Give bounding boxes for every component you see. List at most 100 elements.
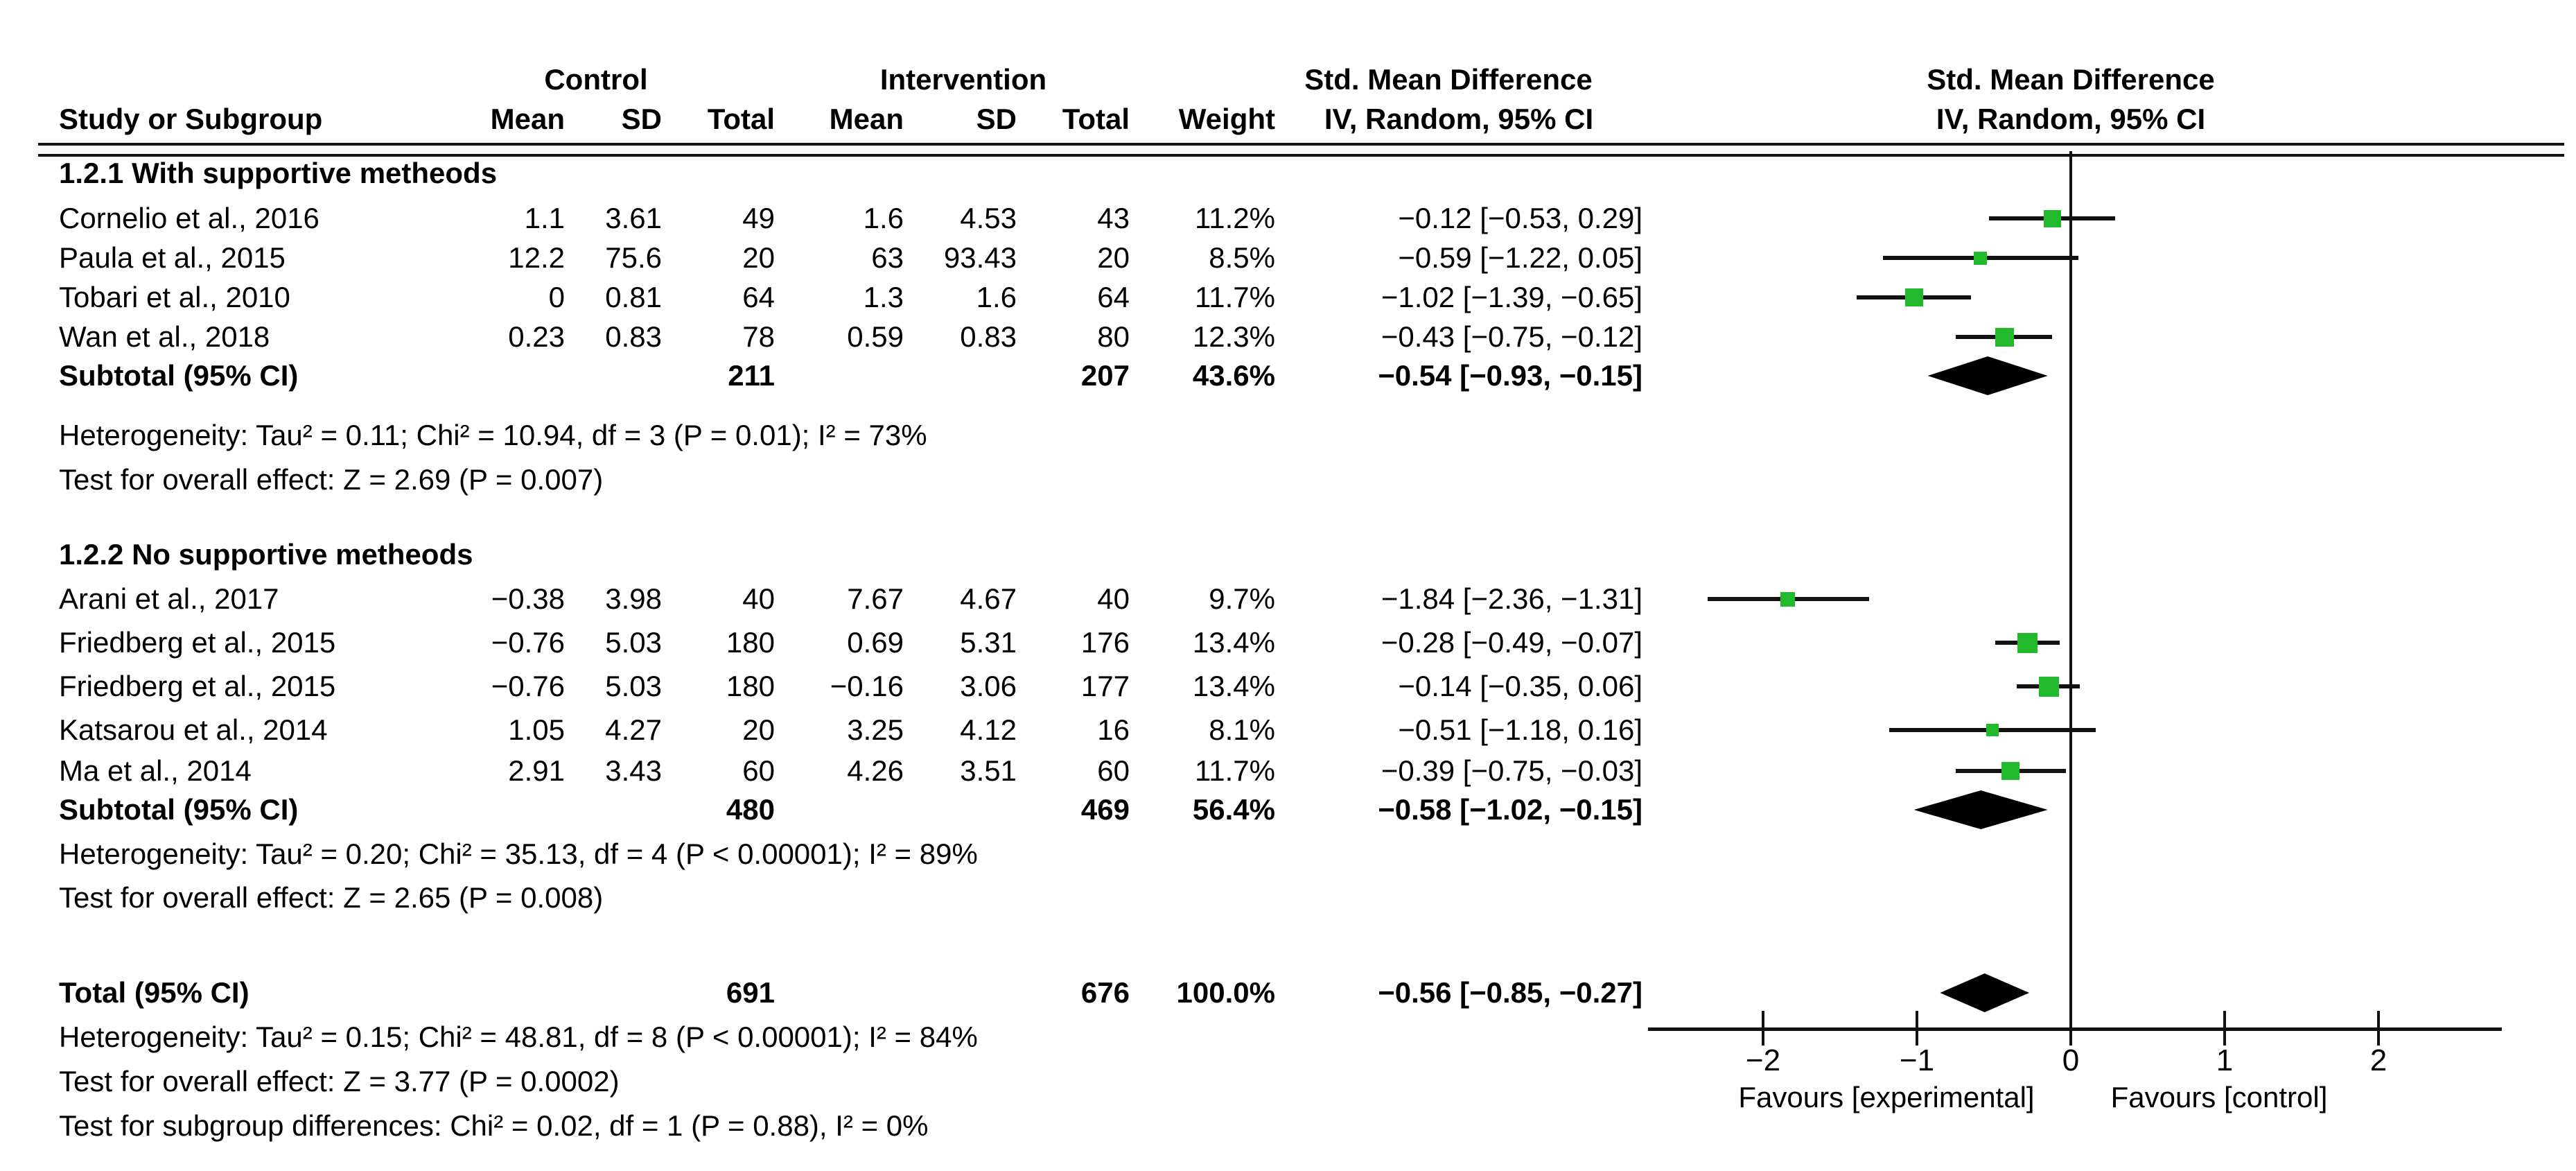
intervention-sd-value: 4.67 <box>960 582 1017 615</box>
study-name: Katsarou et al., 2014 <box>59 713 328 746</box>
intervention-mean-value: 4.26 <box>847 754 904 787</box>
control-mean-value: 1.05 <box>508 713 565 746</box>
study-row: Paula et al., 2015 12.2 75.6 20 63 93.43 20 8.5… <box>0 238 2576 278</box>
intervention-sd-value: 4.12 <box>960 713 1017 746</box>
control-total-value: 40 <box>742 582 775 615</box>
control-sd-value: 0.81 <box>605 281 662 313</box>
smd-ci-value: −0.56 [−0.85, −0.27] <box>1378 976 1642 1009</box>
control-total-value: 480 <box>726 793 775 826</box>
study-name: Wan et al., 2018 <box>59 320 270 353</box>
control-mean-value: −0.38 <box>491 582 565 615</box>
total-overall-effect-row: Test for overall effect: Z = 3.77 (P = 0… <box>0 1061 2576 1102</box>
effect-marker <box>1973 251 1987 265</box>
ci-text-column-header: IV, Random, 95% CI <box>1324 103 1594 135</box>
control-group-header: Control <box>544 63 648 96</box>
study-name: Paula et al., 2015 <box>59 241 286 274</box>
effect-marker <box>1780 591 1796 607</box>
intervention-mean-value: 1.6 <box>863 202 904 234</box>
weight-value: 9.7% <box>1209 582 1275 615</box>
axis-tick <box>1762 1011 1764 1046</box>
smd-ci-value: −0.51 [−1.18, 0.16] <box>1398 713 1642 746</box>
effect-marker <box>2043 209 2061 227</box>
intervention-total-value: 80 <box>1097 320 1130 353</box>
study-row: Friedberg et al., 2015 −0.76 5.03 180 −0.16 3… <box>0 666 2576 706</box>
intervention-total-value: 40 <box>1097 582 1130 615</box>
intervention-sd-value: 3.06 <box>960 670 1017 702</box>
intervention-total-header: Total <box>1062 103 1130 135</box>
heterogeneity-text: Heterogeneity: Tau² = 0.11; Chi² = 10.94… <box>59 419 927 451</box>
weight-value: 11.7% <box>1195 754 1275 787</box>
weight-value: 8.1% <box>1209 713 1275 746</box>
total-overall-effect-text: Test for overall effect: Z = 3.77 (P = 0… <box>59 1065 620 1098</box>
intervention-sd-value: 0.83 <box>960 320 1017 353</box>
heterogeneity-text: Heterogeneity: Tau² = 0.20; Chi² = 35.13… <box>59 838 978 870</box>
control-sd-value: 5.03 <box>605 626 662 659</box>
study-column-header: Study or Subgroup <box>59 103 323 135</box>
control-total-value: 20 <box>742 241 775 274</box>
overall-effect-row: Test for overall effect: Z = 2.65 (P = 0… <box>0 878 2576 918</box>
intervention-total-value: 177 <box>1080 670 1130 702</box>
header-row-groups: Control Intervention Std. Mean Differenc… <box>0 60 2576 100</box>
effect-marker <box>1904 288 1923 306</box>
weight-value: 11.2% <box>1195 202 1275 234</box>
study-name: Cornelio et al., 2016 <box>59 202 319 234</box>
subtotal-row: Subtotal (95% CI) 211 207 43.6% −0.54 [−0.93… <box>0 356 2576 396</box>
effect-marker <box>1986 724 1999 736</box>
total-heterogeneity-text: Heterogeneity: Tau² = 0.15; Chi² = 48.81… <box>59 1021 978 1053</box>
intervention-mean-value: 7.67 <box>847 582 904 615</box>
intervention-mean-value: −0.16 <box>830 670 904 702</box>
control-total-value: 78 <box>742 320 775 353</box>
favours-left-label: Favours [experimental] <box>1738 1081 2035 1113</box>
intervention-mean-value: 63 <box>871 241 904 274</box>
intervention-sd-header: SD <box>976 103 1017 135</box>
effect-marker <box>2001 762 2020 780</box>
control-sd-value: 3.43 <box>605 754 662 787</box>
subgroup-title-row: 1.2.2 No supportive metheods <box>0 535 2576 575</box>
smd-ci-value: −0.43 [−0.75, −0.12] <box>1381 320 1642 353</box>
intervention-sd-value: 1.6 <box>976 281 1017 313</box>
control-total-value: 60 <box>742 754 775 787</box>
effect-marker <box>1995 327 2015 347</box>
control-sd-header: SD <box>621 103 662 135</box>
subtotal-row: Subtotal (95% CI) 480 469 56.4% −0.58 [−1.02… <box>0 790 2576 830</box>
smd-ci-value: −0.14 [−0.35, 0.06] <box>1398 670 1642 702</box>
study-row: Wan et al., 2018 0.23 0.83 78 0.59 0.83 80 12.3… <box>0 317 2576 357</box>
control-total-value: 211 <box>728 359 775 392</box>
control-total-value: 20 <box>742 713 775 746</box>
intervention-total-value: 43 <box>1097 202 1130 234</box>
intervention-total-value: 469 <box>1080 793 1130 826</box>
intervention-sd-value: 4.53 <box>960 202 1017 234</box>
weight-value: 100.0% <box>1176 976 1275 1009</box>
intervention-mean-value: 3.25 <box>847 713 904 746</box>
favours-right-label: Favours [control] <box>2110 1081 2328 1113</box>
intervention-total-value: 64 <box>1097 281 1130 313</box>
control-sd-value: 4.27 <box>605 713 662 746</box>
intervention-total-value: 20 <box>1097 241 1130 274</box>
control-total-header: Total <box>707 103 775 135</box>
axis-tick-label: −2 <box>1745 1043 1781 1077</box>
smd-ci-value: −0.58 [−1.02, −0.15] <box>1378 793 1642 826</box>
intervention-total-value: 207 <box>1080 359 1130 392</box>
study-name: Arani et al., 2017 <box>59 582 279 615</box>
intervention-total-value: 176 <box>1080 626 1130 659</box>
intervention-mean-header: Mean <box>829 103 904 135</box>
overall-effect-text: Test for overall effect: Z = 2.69 (P = 0… <box>59 463 604 496</box>
control-mean-value: 0.23 <box>508 320 565 353</box>
control-mean-value: −0.76 <box>491 626 565 659</box>
intervention-sd-value: 3.51 <box>960 754 1017 787</box>
overall-effect-text: Test for overall effect: Z = 2.65 (P = 0… <box>59 881 604 914</box>
control-sd-value: 75.6 <box>605 241 662 274</box>
smd-plot-header: Std. Mean Difference <box>1927 63 2215 96</box>
x-axis-line <box>1648 1027 2502 1031</box>
header-row-columns: Study or Subgroup Mean SD Total Mean SD … <box>0 99 2576 139</box>
intervention-total-value: 676 <box>1080 976 1130 1009</box>
subgroup-differences-row: Test for subgroup differences: Chi² = 0.… <box>0 1106 2576 1146</box>
control-mean-value: 2.91 <box>508 754 565 787</box>
intervention-total-value: 16 <box>1097 713 1130 746</box>
control-sd-value: 3.98 <box>605 582 662 615</box>
subgroup-title: 1.2.2 No supportive metheods <box>59 538 473 571</box>
pooled-label: Total (95% CI) <box>59 976 249 1009</box>
header-divider-double-line <box>38 143 2564 157</box>
study-row: Ma et al., 2014 2.91 3.43 60 4.26 3.51 60 11.7%… <box>0 751 2576 791</box>
smd-ci-value: −0.39 [−0.75, −0.03] <box>1381 754 1642 787</box>
